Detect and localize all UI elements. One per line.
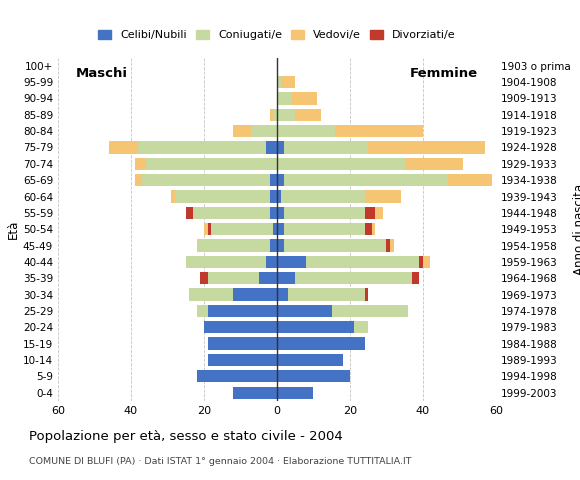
Bar bbox=[277, 288, 288, 300]
Bar bbox=[273, 108, 277, 121]
Bar bbox=[270, 207, 277, 219]
Bar bbox=[288, 288, 364, 300]
Y-axis label: Anno di nascita: Anno di nascita bbox=[573, 184, 580, 275]
Bar bbox=[135, 158, 146, 170]
Bar bbox=[197, 305, 208, 317]
Bar bbox=[270, 108, 273, 121]
Bar bbox=[284, 223, 364, 235]
Bar bbox=[277, 158, 405, 170]
Bar bbox=[368, 141, 485, 154]
Bar bbox=[423, 256, 430, 268]
Bar bbox=[277, 191, 281, 203]
Text: Femmine: Femmine bbox=[409, 68, 478, 81]
Bar bbox=[211, 223, 273, 235]
Y-axis label: Età: Età bbox=[7, 219, 20, 239]
Bar bbox=[277, 321, 354, 334]
Bar bbox=[208, 305, 277, 317]
Bar bbox=[277, 76, 281, 88]
Bar bbox=[208, 272, 259, 284]
Bar bbox=[277, 223, 284, 235]
Bar bbox=[277, 337, 364, 350]
Bar bbox=[109, 141, 138, 154]
Bar bbox=[142, 174, 270, 186]
Bar bbox=[266, 256, 277, 268]
Bar bbox=[405, 158, 463, 170]
Bar bbox=[208, 223, 211, 235]
Bar bbox=[277, 240, 284, 252]
Bar bbox=[197, 240, 270, 252]
Bar bbox=[277, 272, 295, 284]
Bar bbox=[284, 207, 364, 219]
Bar bbox=[233, 386, 277, 399]
Bar bbox=[277, 370, 350, 383]
Bar bbox=[251, 125, 277, 137]
Bar bbox=[277, 108, 295, 121]
Bar bbox=[306, 256, 419, 268]
Bar bbox=[204, 223, 208, 235]
Bar bbox=[277, 92, 292, 105]
Text: COMUNE DI BLUFI (PA) · Dati ISTAT 1° gennaio 2004 · Elaborazione TUTTITALIA.IT: COMUNE DI BLUFI (PA) · Dati ISTAT 1° gen… bbox=[29, 457, 411, 467]
Bar bbox=[273, 223, 277, 235]
Legend: Celibi/Nubili, Coniugati/e, Vedovi/e, Divorziati/e: Celibi/Nubili, Coniugati/e, Vedovi/e, Di… bbox=[93, 25, 461, 45]
Bar bbox=[386, 240, 390, 252]
Bar bbox=[277, 256, 306, 268]
Bar bbox=[233, 288, 277, 300]
Bar bbox=[364, 288, 368, 300]
Bar bbox=[175, 191, 270, 203]
Bar bbox=[171, 191, 175, 203]
Bar bbox=[335, 125, 423, 137]
Bar bbox=[375, 207, 383, 219]
Bar bbox=[277, 174, 284, 186]
Bar bbox=[193, 207, 270, 219]
Bar bbox=[197, 370, 277, 383]
Bar bbox=[390, 240, 394, 252]
Bar bbox=[292, 92, 317, 105]
Bar bbox=[146, 158, 277, 170]
Bar bbox=[277, 141, 284, 154]
Bar bbox=[270, 191, 277, 203]
Bar bbox=[270, 240, 277, 252]
Text: Maschi: Maschi bbox=[76, 68, 128, 81]
Bar bbox=[189, 288, 233, 300]
Bar bbox=[364, 223, 372, 235]
Bar bbox=[233, 125, 251, 137]
Bar bbox=[364, 207, 375, 219]
Bar bbox=[186, 256, 266, 268]
Bar bbox=[277, 305, 332, 317]
Bar bbox=[364, 191, 401, 203]
Bar bbox=[295, 108, 321, 121]
Bar bbox=[281, 191, 364, 203]
Bar bbox=[277, 207, 284, 219]
Bar bbox=[284, 174, 448, 186]
Bar bbox=[138, 141, 266, 154]
Bar bbox=[354, 321, 368, 334]
Bar bbox=[295, 272, 412, 284]
Bar bbox=[277, 386, 313, 399]
Bar bbox=[208, 354, 277, 366]
Bar bbox=[208, 337, 277, 350]
Text: Popolazione per età, sesso e stato civile - 2004: Popolazione per età, sesso e stato civil… bbox=[29, 430, 343, 443]
Bar bbox=[270, 174, 277, 186]
Bar bbox=[266, 141, 277, 154]
Bar bbox=[135, 174, 142, 186]
Bar bbox=[412, 272, 419, 284]
Bar bbox=[284, 141, 368, 154]
Bar bbox=[186, 207, 193, 219]
Bar bbox=[448, 174, 492, 186]
Bar bbox=[332, 305, 408, 317]
Bar bbox=[372, 223, 375, 235]
Bar bbox=[277, 125, 335, 137]
Bar bbox=[259, 272, 277, 284]
Bar bbox=[204, 321, 277, 334]
Bar bbox=[284, 240, 386, 252]
Bar bbox=[200, 272, 208, 284]
Bar bbox=[281, 76, 295, 88]
Bar bbox=[419, 256, 423, 268]
Bar bbox=[277, 354, 343, 366]
